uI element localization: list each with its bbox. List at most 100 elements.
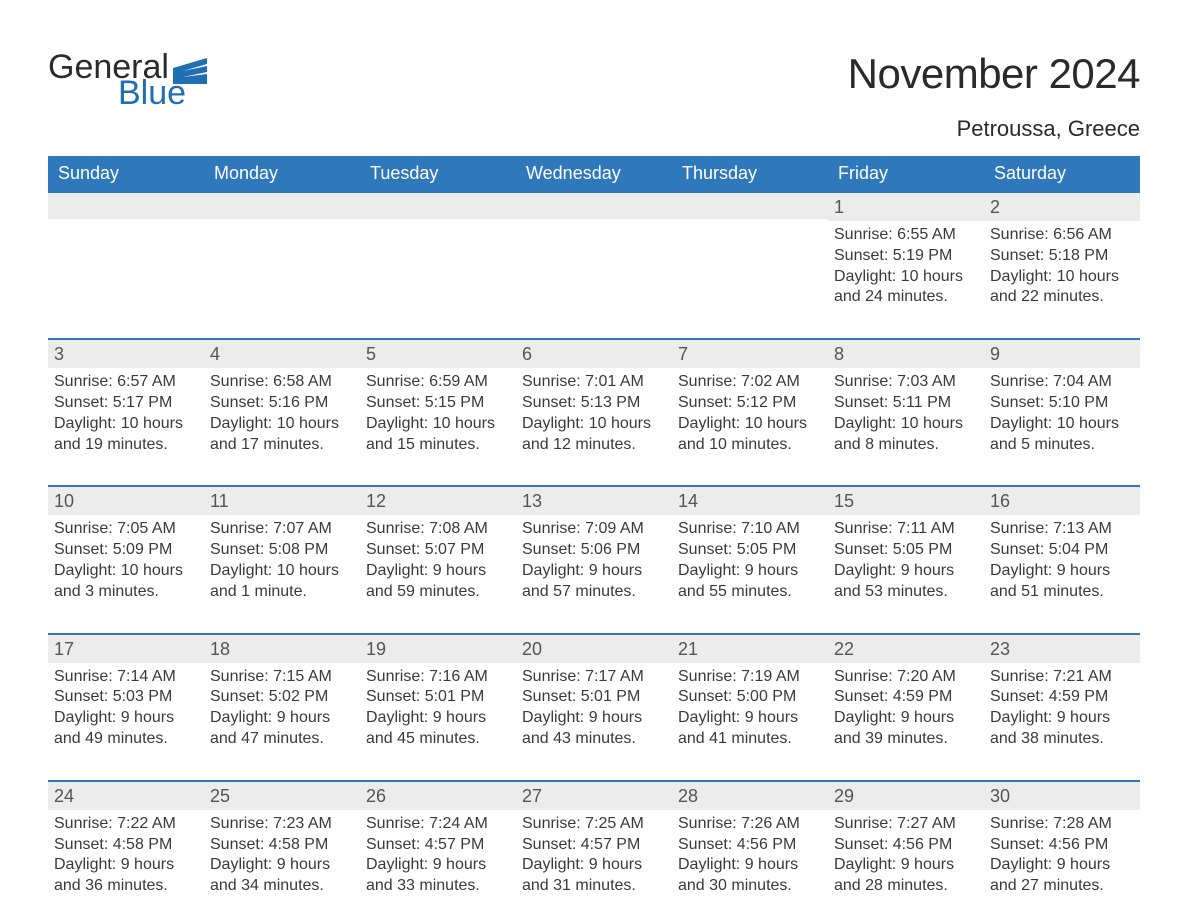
day-cell: 7 Sunrise: 7:02 AMSunset: 5:12 PMDaylight… [672,340,828,461]
day-number: 8 [828,340,984,368]
daylight-line1: Daylight: 9 hours [522,561,666,582]
daylight-line2: and 17 minutes. [210,435,354,456]
day-cell: 21Sunrise: 7:19 AMSunset: 5:00 PMDayligh… [672,635,828,756]
day-cell: 29Sunrise: 7:27 AMSunset: 4:56 PMDayligh… [828,782,984,903]
sunset-text: Sunset: 5:09 PM [54,540,198,561]
sunrise-text: Sunrise: 7:10 AM [678,519,822,540]
weekday-header-cell: Sunday [48,156,204,191]
weekday-header-cell: Wednesday [516,156,672,191]
empty-day-cell [360,193,516,314]
sunset-text: Sunset: 5:07 PM [366,540,510,561]
sunset-text: Sunset: 5:10 PM [990,393,1134,414]
daylight-line2: and 15 minutes. [366,435,510,456]
sunrise-text: Sunrise: 7:21 AM [990,667,1134,688]
sunrise-text: Sunrise: 7:03 AM [834,372,978,393]
weeks-container: 1Sunrise: 6:55 AMSunset: 5:19 PMDaylight… [48,191,1140,903]
day-details: Sunrise: 6:56 AMSunset: 5:18 PMDaylight:… [990,225,1134,308]
day-details: Sunrise: 7:03 AMSunset: 5:11 PMDaylight:… [834,372,978,455]
day-details: Sunrise: 7:07 AMSunset: 5:08 PMDaylight:… [210,519,354,602]
day-cell: 30Sunrise: 7:28 AMSunset: 4:56 PMDayligh… [984,782,1140,903]
daylight-line1: Daylight: 9 hours [366,855,510,876]
day-cell: 2 Sunrise: 6:56 AMSunset: 5:18 PMDaylight… [984,193,1140,314]
day-cell: 4 Sunrise: 6:58 AMSunset: 5:16 PMDaylight… [204,340,360,461]
day-details: Sunrise: 6:59 AMSunset: 5:15 PMDaylight:… [366,372,510,455]
sunrise-text: Sunrise: 7:08 AM [366,519,510,540]
daylight-line2: and 36 minutes. [54,876,198,897]
daylight-line2: and 55 minutes. [678,582,822,603]
day-details: Sunrise: 7:23 AMSunset: 4:58 PMDaylight:… [210,814,354,897]
daylight-line1: Daylight: 9 hours [522,708,666,729]
page-title: November 2024 [848,50,1140,98]
sunset-text: Sunset: 5:00 PM [678,687,822,708]
daylight-line1: Daylight: 9 hours [834,708,978,729]
day-number: 9 [984,340,1140,368]
day-cell: 8 Sunrise: 7:03 AMSunset: 5:11 PMDaylight… [828,340,984,461]
daylight-line2: and 41 minutes. [678,729,822,750]
sunrise-text: Sunrise: 7:19 AM [678,667,822,688]
daylight-line1: Daylight: 9 hours [210,708,354,729]
day-number: 17 [48,635,204,663]
day-cell: 27Sunrise: 7:25 AMSunset: 4:57 PMDayligh… [516,782,672,903]
sunset-text: Sunset: 5:01 PM [522,687,666,708]
daylight-line1: Daylight: 10 hours [990,267,1134,288]
day-details: Sunrise: 7:28 AMSunset: 4:56 PMDaylight:… [990,814,1134,897]
sunrise-text: Sunrise: 7:11 AM [834,519,978,540]
day-details: Sunrise: 7:22 AMSunset: 4:58 PMDaylight:… [54,814,198,897]
day-number: 7 [672,340,828,368]
weekday-header-cell: Saturday [984,156,1140,191]
daylight-line2: and 57 minutes. [522,582,666,603]
sunset-text: Sunset: 5:05 PM [834,540,978,561]
day-number [516,193,672,219]
day-details: Sunrise: 7:10 AMSunset: 5:05 PMDaylight:… [678,519,822,602]
daylight-line1: Daylight: 9 hours [366,561,510,582]
day-number: 3 [48,340,204,368]
day-details: Sunrise: 6:58 AMSunset: 5:16 PMDaylight:… [210,372,354,455]
day-details: Sunrise: 7:02 AMSunset: 5:12 PMDaylight:… [678,372,822,455]
sunrise-text: Sunrise: 6:56 AM [990,225,1134,246]
daylight-line2: and 39 minutes. [834,729,978,750]
sunrise-text: Sunrise: 7:02 AM [678,372,822,393]
day-number: 23 [984,635,1140,663]
sunset-text: Sunset: 5:15 PM [366,393,510,414]
daylight-line1: Daylight: 9 hours [210,855,354,876]
daylight-line1: Daylight: 9 hours [834,561,978,582]
day-number: 6 [516,340,672,368]
day-details: Sunrise: 7:13 AMSunset: 5:04 PMDaylight:… [990,519,1134,602]
day-details: Sunrise: 7:17 AMSunset: 5:01 PMDaylight:… [522,667,666,750]
daylight-line1: Daylight: 9 hours [990,708,1134,729]
daylight-line2: and 38 minutes. [990,729,1134,750]
daylight-line2: and 51 minutes. [990,582,1134,603]
sunset-text: Sunset: 4:57 PM [366,835,510,856]
daylight-line1: Daylight: 10 hours [834,414,978,435]
day-cell: 22Sunrise: 7:20 AMSunset: 4:59 PMDayligh… [828,635,984,756]
day-number [360,193,516,219]
day-number: 27 [516,782,672,810]
daylight-line2: and 19 minutes. [54,435,198,456]
day-number: 4 [204,340,360,368]
day-details: Sunrise: 7:16 AMSunset: 5:01 PMDaylight:… [366,667,510,750]
day-number: 26 [360,782,516,810]
day-details: Sunrise: 7:20 AMSunset: 4:59 PMDaylight:… [834,667,978,750]
empty-day-cell [672,193,828,314]
week-row: 24Sunrise: 7:22 AMSunset: 4:58 PMDayligh… [48,780,1140,903]
daylight-line1: Daylight: 10 hours [522,414,666,435]
day-cell: 18Sunrise: 7:15 AMSunset: 5:02 PMDayligh… [204,635,360,756]
day-details: Sunrise: 7:09 AMSunset: 5:06 PMDaylight:… [522,519,666,602]
daylight-line1: Daylight: 10 hours [210,561,354,582]
daylight-line2: and 24 minutes. [834,287,978,308]
day-number: 16 [984,487,1140,515]
daylight-line2: and 5 minutes. [990,435,1134,456]
sunset-text: Sunset: 5:01 PM [366,687,510,708]
empty-day-cell [204,193,360,314]
daylight-line1: Daylight: 9 hours [678,708,822,729]
day-number: 2 [984,193,1140,221]
sunrise-text: Sunrise: 7:20 AM [834,667,978,688]
sunset-text: Sunset: 5:06 PM [522,540,666,561]
day-number: 10 [48,487,204,515]
sunset-text: Sunset: 5:05 PM [678,540,822,561]
day-details: Sunrise: 7:04 AMSunset: 5:10 PMDaylight:… [990,372,1134,455]
sunrise-text: Sunrise: 7:15 AM [210,667,354,688]
daylight-line1: Daylight: 9 hours [678,561,822,582]
day-number: 12 [360,487,516,515]
sunrise-text: Sunrise: 7:28 AM [990,814,1134,835]
